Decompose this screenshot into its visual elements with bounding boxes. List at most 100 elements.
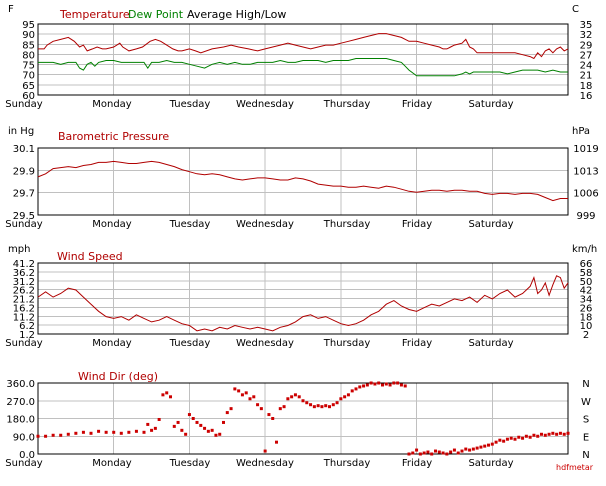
wind-dir-point (309, 403, 313, 407)
y-tick-label-left: 60 (22, 91, 35, 102)
y-tick-label-right: 1006 (573, 189, 598, 200)
plot-frame (37, 262, 569, 335)
chart-title: Wind Speed (57, 250, 123, 263)
wind-dir-point (89, 431, 93, 435)
y-tick-label-right: N (582, 450, 589, 461)
wind-dir-point (471, 447, 475, 451)
legend-dew-point: Dew Point (128, 8, 184, 21)
x-tick-label: Tuesday (169, 99, 211, 110)
y-tick-label-left: 11.2 (13, 312, 35, 323)
y-tick-label-left: 90.0 (13, 432, 35, 443)
x-tick-label: Thursday (323, 219, 371, 230)
y-tick-label-right: 34 (580, 295, 593, 306)
x-tick-label: Thursday (323, 338, 371, 349)
wind-dir-point (418, 452, 422, 456)
wind-dir-point (66, 432, 70, 436)
wind-dir-point (430, 452, 434, 456)
wind-dir-point (127, 430, 131, 434)
wind-dir-point (44, 434, 48, 438)
wind-dir-point (456, 451, 460, 455)
wind-dir-point (521, 436, 525, 440)
wind-dir-point (399, 383, 403, 387)
series-line-wind-speed (37, 275, 569, 332)
y-tick-label-right: 16 (580, 91, 593, 102)
wind-dir-point (528, 435, 532, 439)
wind-dir-point (339, 397, 343, 401)
wind-dir-point (51, 433, 55, 437)
right-unit-label: hPa (572, 126, 590, 137)
y-tick-label-left: 70 (22, 71, 35, 82)
wind-dir-point (377, 381, 381, 385)
wind-dir-point (505, 437, 509, 441)
y-tick-label-left: 21.2 (13, 295, 35, 306)
y-tick-label-left: 31.2 (13, 277, 35, 288)
wind-dir-point (237, 389, 241, 393)
wind-dir-point (490, 442, 494, 446)
x-tick-label: Tuesday (169, 338, 211, 349)
y-tick-label-right: 1013 (573, 166, 598, 177)
wind-dir-point (346, 393, 350, 397)
wind-dir-point (297, 395, 301, 399)
wind-dir-point (487, 443, 490, 447)
wind-dir-point (210, 428, 214, 432)
x-tick-label: Wednesday (236, 99, 294, 110)
legend-temperature: Temperature (59, 8, 130, 21)
wind-dir-point (445, 452, 449, 456)
wind-dir-point (222, 420, 225, 424)
panel-wind_speed: 41.236.231.226.221.216.211.26.21.2 665850… (5, 244, 597, 349)
wind-dir-point (312, 405, 316, 409)
wind-dir-point (153, 426, 157, 430)
wind-dir-point (335, 401, 339, 405)
wind-dir-point (566, 431, 570, 435)
wind-dir-point (191, 417, 195, 420)
y-tick-label-right: 18 (580, 81, 593, 92)
wind-dir-point (536, 434, 540, 438)
y-tick-label-left: 75 (22, 61, 35, 72)
x-tick-label: Sunday (5, 219, 42, 230)
x-tick-label: Friday (402, 219, 432, 230)
x-tick-label: Sunday (5, 99, 42, 110)
wind-dir-point (233, 387, 237, 391)
wind-dir-point (119, 431, 123, 435)
wind-dir-point (396, 381, 400, 385)
wind-dir-point (146, 422, 150, 426)
x-tick-label: Monday (92, 458, 132, 469)
x-tick-label: Monday (92, 219, 132, 230)
wind-dir-point (252, 395, 256, 399)
y-tick-label-right: 29 (580, 40, 593, 51)
x-tick-label: Tuesday (169, 219, 211, 230)
y-tick-label-left: 6.2 (19, 321, 35, 332)
wind-dir-point (36, 434, 40, 438)
wind-dir-point (540, 432, 543, 436)
wind-dir-point (362, 384, 366, 388)
y-tick-label-right: S (583, 415, 589, 426)
x-tick-label: Monday (92, 338, 132, 349)
wind-dir-point (150, 428, 154, 432)
wind-dir-point (286, 397, 290, 401)
wind-dir-point (301, 399, 305, 403)
x-tick-label: Saturday (468, 99, 513, 110)
wind-dir-point (562, 432, 566, 436)
x-tick-label: Thursday (323, 99, 371, 110)
wind-dir-point (517, 435, 521, 439)
wind-dir-point (324, 404, 328, 408)
y-tick-label-right: 50 (580, 277, 593, 288)
y-tick-label-left: 360.0 (6, 379, 35, 390)
y-tick-label-right: 10 (580, 321, 593, 332)
wind-dir-point (350, 389, 354, 393)
x-tick-label: Sunday (5, 458, 42, 469)
y-tick-label-left: 26.2 (13, 286, 35, 297)
wind-dir-point (229, 407, 233, 411)
y-tick-label-left: 0.0 (19, 450, 35, 461)
wind-dir-point (142, 430, 146, 434)
wind-dir-point (157, 417, 161, 421)
wind-dir-point (524, 434, 528, 438)
right-unit-label: km/h (572, 244, 597, 255)
wind-dir-point (74, 431, 78, 435)
wind-dir-point (373, 382, 377, 386)
wind-dir-point (244, 391, 248, 395)
wind-dir-point (248, 397, 252, 401)
wind-dir-point (206, 429, 210, 433)
wind-dir-point (509, 436, 513, 440)
wind-dir-point (267, 413, 271, 417)
